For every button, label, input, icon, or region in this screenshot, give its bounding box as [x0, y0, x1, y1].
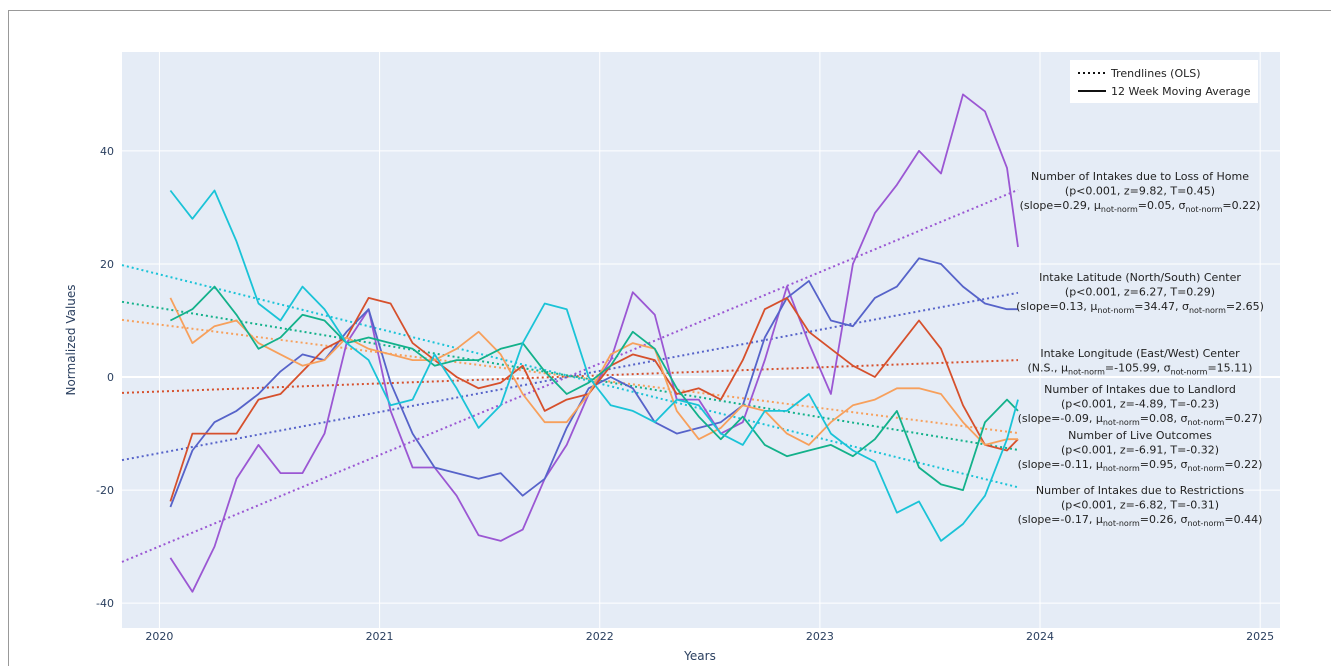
annotation-text: (p<0.001, z=9.82, T=0.45) — [1065, 185, 1215, 198]
annotation-text: (slope=0.13, μ — [1016, 300, 1097, 313]
annotation-text: (slope=-0.11, μ — [1018, 458, 1103, 471]
annotation-line: (slope=-0.17, μnot-norm=0.26, σnot-norm=… — [1018, 513, 1263, 528]
annotation-line: (p<0.001, z=9.82, T=0.45) — [1065, 185, 1215, 198]
x-axis-title: Years — [683, 649, 716, 663]
annotation-text: =0.05, σ — [1138, 199, 1186, 212]
annotation-line: (slope=-0.09, μnot-norm=0.08, σnot-norm=… — [1018, 412, 1263, 427]
y-tick-label: 40 — [100, 145, 114, 158]
annotation-line: Number of Live Outcomes — [1068, 429, 1212, 442]
annotation-text: Number of Intakes due to Loss of Home — [1031, 170, 1249, 183]
annotation-text: =0.22) — [1224, 458, 1262, 471]
trendline — [121, 300, 1019, 451]
annotation-subscript: not-norm — [1068, 368, 1105, 377]
plot-area — [122, 52, 1280, 628]
x-tick-label: 2021 — [366, 630, 394, 643]
x-tick-label: 2025 — [1246, 630, 1274, 643]
annotation-subscript: not-norm — [1103, 519, 1140, 528]
annotation-text: =34.47, σ — [1134, 300, 1189, 313]
annotation-subscript: not-norm — [1185, 205, 1222, 214]
x-tick-label: 2023 — [806, 630, 834, 643]
annotation-text: Intake Latitude (North/South) Center — [1039, 271, 1241, 284]
annotation-line: Intake Longitude (East/West) Center — [1040, 347, 1240, 360]
annotation-text: (p<0.001, z=-4.89, T=-0.23) — [1061, 398, 1219, 411]
annotation-line: (slope=0.13, μnot-norm=34.47, σnot-norm=… — [1016, 300, 1264, 315]
annotation-text: Number of Live Outcomes — [1068, 429, 1212, 442]
y-tick-label: -40 — [96, 597, 114, 610]
y-axis-title: Normalized Values — [64, 284, 78, 395]
annotation-line: (slope=0.29, μnot-norm=0.05, σnot-norm=0… — [1020, 199, 1261, 214]
annotation-line: Number of Intakes due to Restrictions — [1036, 484, 1244, 497]
annotation-line: Intake Latitude (North/South) Center — [1039, 271, 1241, 284]
annotation-text: =0.08, σ — [1140, 412, 1188, 425]
annotation-text: (p<0.001, z=-6.91, T=-0.32) — [1061, 444, 1219, 457]
x-tick-label: 2024 — [1026, 630, 1054, 643]
annotation-line: (p<0.001, z=-6.91, T=-0.32) — [1061, 444, 1219, 457]
annotation-line: Number of Intakes due to Landlord — [1044, 383, 1236, 396]
marks — [121, 93, 1019, 593]
annotation-text: =2.65) — [1226, 300, 1264, 313]
annotation-text: (slope=-0.17, μ — [1018, 513, 1103, 526]
x-tick-label: 2020 — [145, 630, 173, 643]
moving-average-line — [169, 189, 1019, 542]
annotation-text: (slope=0.29, μ — [1020, 199, 1101, 212]
moving-average-line — [169, 285, 1019, 491]
annotation-text: (slope=-0.09, μ — [1018, 412, 1103, 425]
moving-average-line — [169, 93, 1019, 593]
trendline — [121, 264, 1019, 489]
annotation-subscript: not-norm — [1097, 306, 1134, 315]
annotation-subscript: not-norm — [1103, 418, 1140, 427]
annotation-text: (N.S., μ — [1028, 362, 1069, 375]
annotation-line: (p<0.001, z=-4.89, T=-0.23) — [1061, 398, 1219, 411]
annotation-line: (slope=-0.11, μnot-norm=0.95, σnot-norm=… — [1018, 458, 1263, 473]
annotation-line: (p<0.001, z=6.27, T=0.29) — [1065, 286, 1215, 299]
annotation-text: =0.27) — [1224, 412, 1262, 425]
annotation-text: Number of Intakes due to Restrictions — [1036, 484, 1244, 497]
annotation-text: =15.11) — [1207, 362, 1252, 375]
annotation-text: =0.26, σ — [1140, 513, 1188, 526]
y-tick-label: -20 — [96, 484, 114, 497]
annotation-text: (p<0.001, z=6.27, T=0.29) — [1065, 286, 1215, 299]
annotation-line: (p<0.001, z=-6.82, T=-0.31) — [1061, 499, 1219, 512]
y-tick-label: 20 — [100, 258, 114, 271]
annotation-text: Number of Intakes due to Landlord — [1044, 383, 1236, 396]
legend-label: Trendlines (OLS) — [1110, 67, 1201, 80]
legend-box — [1070, 60, 1258, 103]
moving-average-line — [169, 257, 1018, 508]
annotation-subscript: not-norm — [1187, 418, 1224, 427]
x-tick-label: 2022 — [586, 630, 614, 643]
annotation-subscript: not-norm — [1103, 464, 1140, 473]
annotation-subscript: not-norm — [1171, 368, 1208, 377]
annotation-subscript: not-norm — [1101, 205, 1138, 214]
annotation-line: (N.S., μnot-norm=-105.99, σnot-norm=15.1… — [1028, 362, 1253, 377]
y-tick-label: 0 — [107, 371, 114, 384]
annotation-text: Intake Longitude (East/West) Center — [1040, 347, 1240, 360]
annotation-text: =-105.99, σ — [1105, 362, 1171, 375]
legend-label: 12 Week Moving Average — [1111, 85, 1251, 98]
annotation-subscript: not-norm — [1187, 464, 1224, 473]
annotation-text: =0.95, σ — [1140, 458, 1188, 471]
annotation-text: =0.22) — [1222, 199, 1260, 212]
moving-average-line — [169, 297, 1019, 502]
annotation-text: =0.44) — [1224, 513, 1262, 526]
annotation-line: Number of Intakes due to Loss of Home — [1031, 170, 1249, 183]
annotation-subscript: not-norm — [1187, 519, 1224, 528]
annotation-subscript: not-norm — [1189, 306, 1226, 315]
annotation-text: (p<0.001, z=-6.82, T=-0.31) — [1061, 499, 1219, 512]
